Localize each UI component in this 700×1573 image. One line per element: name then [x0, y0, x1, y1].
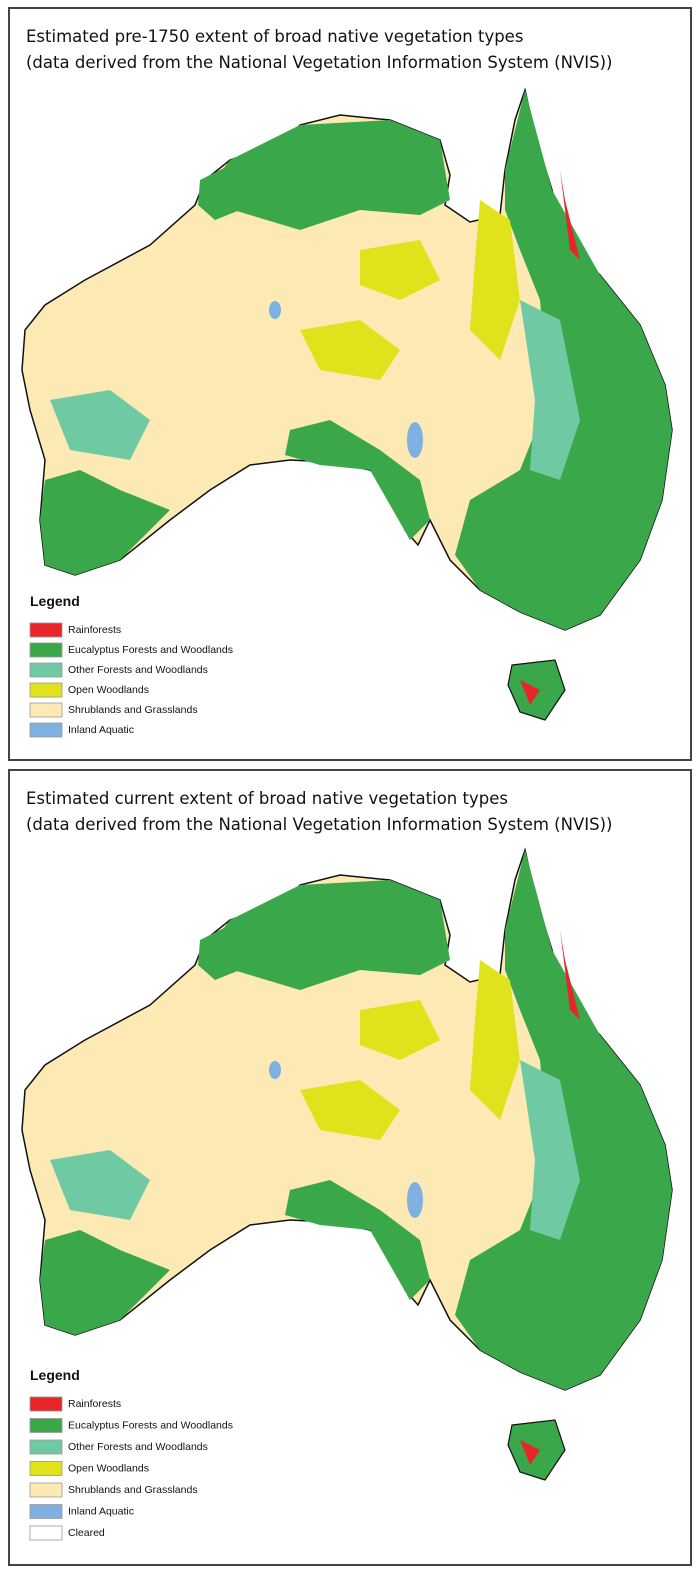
legend-swatch: [29, 722, 63, 738]
legend-swatch: [29, 642, 63, 658]
legend-label: Shrublands and Grasslands: [68, 1484, 198, 1496]
legend-label: Rainforests: [68, 624, 121, 636]
legend-swatch: [29, 1439, 63, 1455]
legend-swatch: [29, 1504, 63, 1519]
legend-label: Eucalyptus Forests and Woodlands: [68, 644, 233, 656]
panel-title: (data derived from the National Vegetati…: [26, 815, 612, 834]
legend-label: Other Forests and Woodlands: [68, 1441, 208, 1453]
legend-swatch: [29, 622, 63, 638]
legend-label: Shrublands and Grasslands: [68, 704, 198, 716]
legend-title: Legend: [30, 593, 80, 609]
legend-label: Open Woodlands: [68, 684, 149, 696]
panel: Estimated current extent of broad native…: [8, 769, 692, 1566]
legend-swatch: [29, 682, 63, 698]
legend-label: Other Forests and Woodlands: [68, 664, 208, 676]
legend-label: Inland Aquatic: [68, 724, 134, 736]
legend-label: Rainforests: [68, 1398, 121, 1410]
legend-swatch: [29, 1482, 63, 1498]
panel-title: (data derived from the National Vegetati…: [26, 53, 612, 72]
legend-label: Inland Aquatic: [68, 1505, 134, 1517]
legend-swatch: [29, 1525, 63, 1541]
legend-label: Cleared: [68, 1527, 105, 1539]
legend-swatch: [29, 662, 63, 678]
legend-title: Legend: [30, 1367, 80, 1383]
legend-swatch: [29, 1461, 63, 1476]
panel-title: Estimated current extent of broad native…: [26, 789, 508, 808]
legend-swatch: [29, 1396, 63, 1412]
legend-label: Open Woodlands: [68, 1462, 149, 1474]
panel: Estimated pre-1750 extent of broad nativ…: [8, 7, 692, 761]
legend-swatch: [29, 1418, 63, 1433]
panel-title: Estimated pre-1750 extent of broad nativ…: [26, 27, 523, 46]
legend-label: Eucalyptus Forests and Woodlands: [68, 1419, 233, 1431]
legend-swatch: [29, 702, 63, 718]
